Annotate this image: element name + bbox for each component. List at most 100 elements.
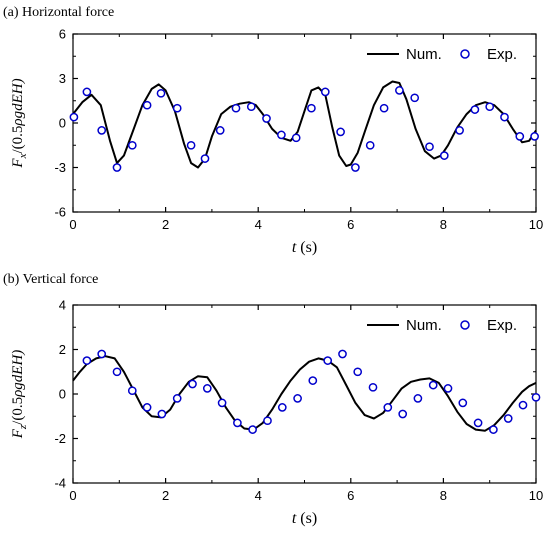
y-axis-label: Fz/(0.5ρgdEH) (10, 350, 29, 440)
series-exp-point (503, 414, 513, 423)
series-exp-point (217, 398, 227, 408)
series-exp-point (531, 392, 541, 402)
series-exp-point (82, 87, 92, 97)
series-exp-point (485, 102, 495, 112)
series-exp-point (458, 398, 468, 408)
x-tick-label: 4 (255, 217, 262, 232)
panel-label: (a) Horizontal force (3, 5, 114, 20)
x-tick-label: 8 (440, 488, 447, 503)
x-axis-label: t (s) (292, 239, 317, 256)
x-axis-unit: (s) (296, 239, 317, 256)
series-exp-point (353, 367, 363, 377)
x-tick-label: 0 (69, 488, 76, 503)
series-exp-point (172, 103, 182, 113)
y-axis-rho: ρ (10, 390, 26, 398)
y-tick-label: 4 (59, 298, 66, 313)
series-exp-point (320, 87, 330, 97)
series-exp-point (262, 114, 271, 123)
series-exp-point (413, 394, 423, 403)
series-exp-point (368, 382, 378, 392)
series-exp-point (518, 400, 528, 410)
x-tick-label: 6 (347, 217, 354, 232)
x-axis-var: t (292, 239, 297, 256)
x-tick-label: 6 (347, 488, 354, 503)
series-exp-point (97, 126, 107, 135)
x-axis-unit: (s) (296, 510, 317, 527)
series-exp-point (379, 103, 389, 113)
legend-label-exp: Exp. (487, 317, 517, 334)
series-exp-point (142, 100, 152, 110)
y-axis-symbol: F (10, 158, 26, 169)
y-axis-rho: ρ (10, 118, 26, 126)
y-axis-symbol: F (10, 428, 26, 439)
series-exp-point (473, 418, 483, 428)
axes-box (72, 33, 537, 213)
axes-box (72, 304, 537, 484)
series-exp-point (186, 140, 196, 150)
x-tick-label: 4 (255, 488, 262, 503)
x-tick-label: 10 (529, 488, 543, 503)
series-exp-point (82, 356, 92, 365)
series-exp-point (157, 409, 167, 419)
series-exp-point (215, 126, 225, 135)
panel-label: (b) Vertical force (3, 272, 98, 287)
series-exp-point (351, 163, 360, 172)
series-exp-point (127, 140, 137, 150)
panel-vertical-force: (b) Vertical force 0 2 4 6 8 10 -4 -2 0 2 4 t (s) Fz… (3, 272, 543, 527)
series-exp-point (293, 394, 302, 403)
plot-area: 0 2 4 6 8 10 -4 -2 0 2 4 t (s) Fz/(0.5ρgdEH) Num. Exp. (10, 298, 543, 528)
series-exp-point (530, 132, 539, 141)
y-tick-label: 3 (59, 71, 66, 86)
series-exp-point (277, 130, 286, 140)
series-exp-point (515, 132, 525, 141)
series-exp-point (277, 403, 287, 412)
series-exp-point (69, 112, 79, 122)
series-exp-point (231, 103, 241, 113)
series-exp-point (470, 105, 480, 114)
series-exp-point (291, 133, 301, 143)
x-tick-label: 10 (529, 217, 543, 232)
series-exp-point (263, 416, 272, 426)
series-num-line (72, 80, 537, 169)
series-exp-point (455, 126, 464, 135)
y-axis-subscript: z (17, 424, 29, 430)
legend-marker-swatch (460, 49, 470, 59)
y-tick-label: -6 (54, 205, 66, 220)
series-exp-point (248, 425, 257, 434)
series-exp-point (127, 386, 137, 396)
x-axis-label: t (s) (292, 510, 317, 527)
y-tick-label: -3 (54, 160, 66, 175)
series-exp-point (439, 151, 449, 160)
series-exp-point (410, 93, 420, 103)
series-exp-point (425, 142, 434, 152)
y-axis-subscript: x (17, 153, 29, 159)
y-axis-label: Fx/(0.5ρgdEH) (10, 78, 29, 168)
y-tick-label: 0 (59, 387, 66, 402)
y-tick-label: 2 (59, 342, 66, 357)
series-exp-point (112, 163, 122, 172)
series-exp-point (246, 102, 256, 112)
series-exp-point (336, 127, 345, 137)
series-exp-point (383, 403, 393, 412)
series-exp-point (443, 384, 453, 393)
series-exp-point (188, 379, 197, 389)
x-tick-label: 2 (162, 488, 169, 503)
series-exp-point (307, 103, 316, 113)
panel-horizontal-force: (a) Horizontal force 0 2 4 6 8 10 -6 -3 0 3 6 t (s)… (3, 5, 543, 256)
series-exp-point (156, 88, 166, 98)
series-exp-point (233, 418, 242, 428)
series-exp-point (395, 86, 404, 95)
legend-label-num: Num. (406, 317, 442, 334)
series-exp-point (142, 403, 152, 412)
legend-label-exp: Exp. (487, 46, 517, 63)
series-exp-point (365, 140, 375, 150)
x-tick-label: 2 (162, 217, 169, 232)
series-exp-point (323, 356, 333, 365)
series-exp-point (200, 154, 210, 163)
series-exp-point (489, 425, 498, 434)
y-axis-rest: /(0.5 (10, 126, 26, 154)
x-tick-label: 0 (69, 217, 76, 232)
series-exp-point (398, 409, 408, 419)
y-tick-label: -4 (54, 476, 66, 491)
